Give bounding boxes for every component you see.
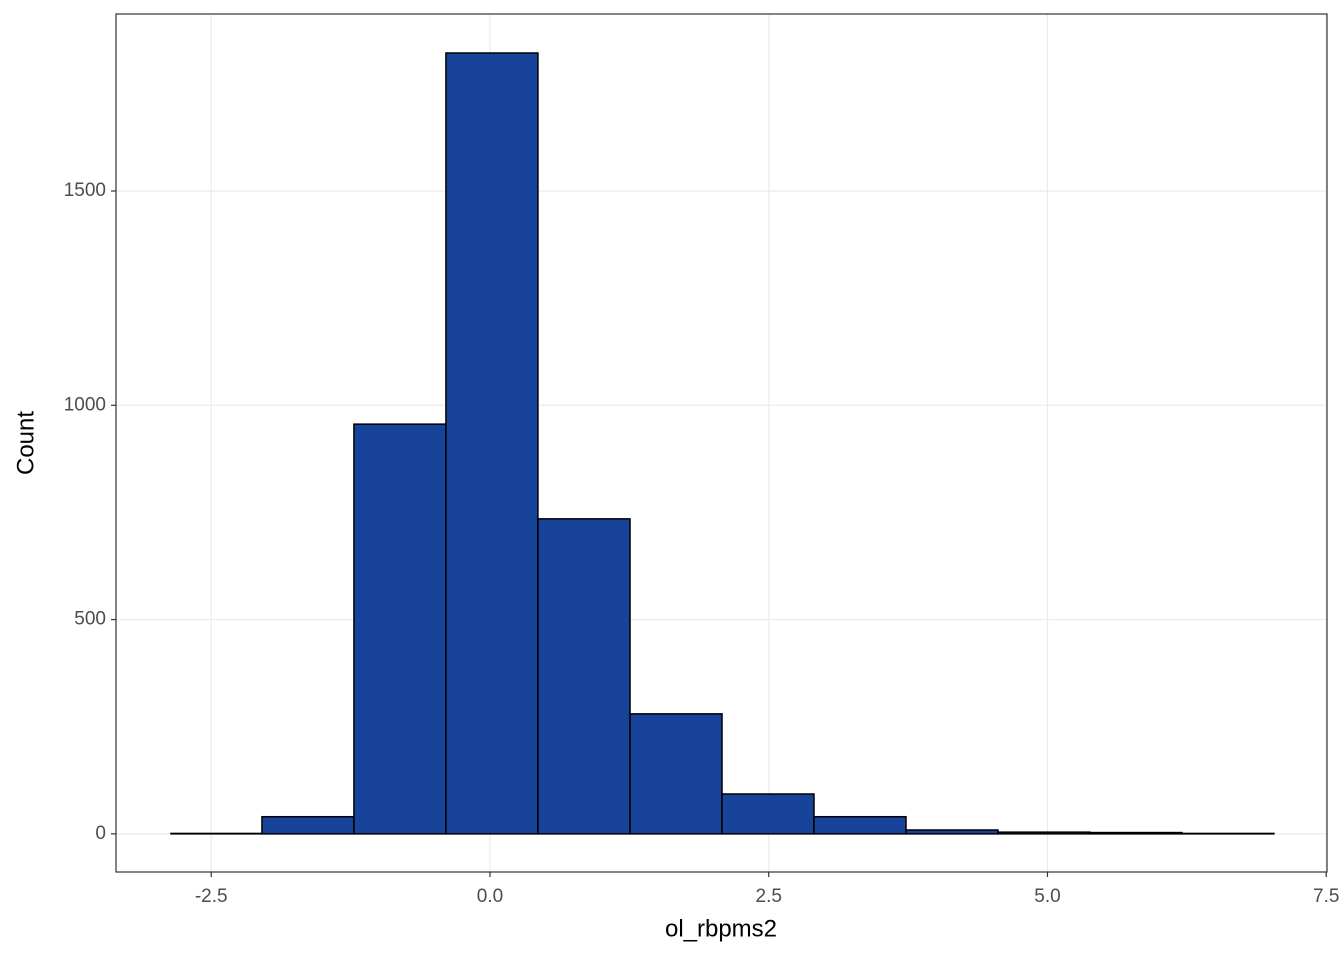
histogram-bar: [813, 815, 907, 835]
y-tick-label: 1000: [64, 394, 106, 415]
x-tick-label: 7.5: [1313, 886, 1339, 907]
histogram-bar: [261, 815, 355, 835]
y-axis-title: Count: [12, 411, 39, 475]
y-tick-label: 0: [95, 823, 106, 844]
y-tick-label: 1500: [64, 180, 106, 201]
x-tick-label: 5.0: [1034, 886, 1060, 907]
histogram-bar: [537, 518, 631, 835]
x-axis-title: ol_rbpms2: [665, 915, 777, 942]
histogram-bar: [1089, 831, 1183, 835]
histogram-bar: [629, 713, 723, 835]
histogram-bar: [905, 829, 999, 835]
histogram-bar: [353, 423, 447, 835]
x-tick-label: -2.5: [195, 886, 228, 907]
y-tick-label: 500: [74, 609, 106, 630]
x-tick-label: 0.0: [477, 886, 503, 907]
x-tick-label: 2.5: [756, 886, 782, 907]
panel-border: [115, 13, 1328, 873]
histogram-bar: [721, 793, 815, 835]
histogram-bar: [997, 831, 1091, 835]
histogram-bar: [445, 52, 539, 835]
